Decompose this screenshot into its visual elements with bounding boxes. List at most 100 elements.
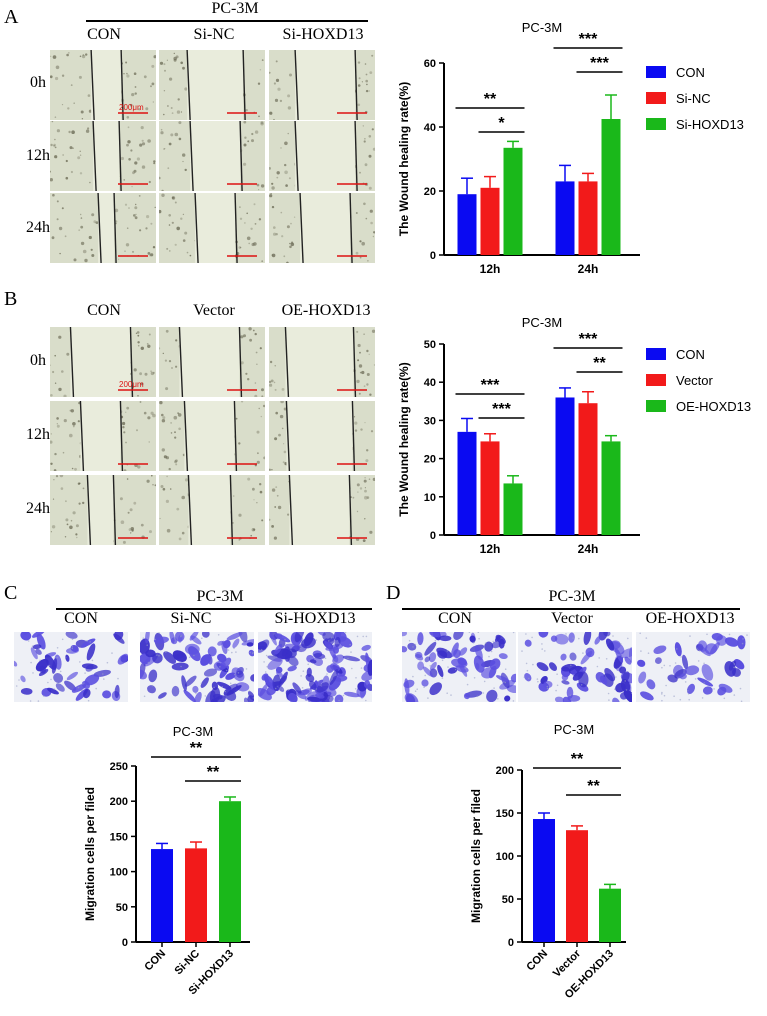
chart-b-ytick-label-0: 0: [430, 530, 436, 542]
chart-a-ylabel: The Wound healing rate(%): [397, 82, 411, 236]
panel-a-wound-image-r0-c0: 200μm: [50, 50, 156, 120]
chart-b-legend-swatch-1: [646, 374, 666, 386]
panel-b-row-0h: 0h: [30, 352, 46, 369]
panel-b-wound-image-r1-c2: [269, 401, 375, 471]
chart-a-legend-swatch-1: [646, 92, 666, 104]
chart-b-wound-healing: PC-3M The Wound healing rate(%) 0 10 20 30 40 5…: [397, 315, 751, 556]
panel-b-wound-image-r1-c0: [50, 401, 156, 471]
chart-d-ytick-label-1: 50: [502, 894, 514, 906]
panel-b-wound-image-r0-c2: [269, 327, 375, 397]
chart-c-ytick-label-4: 200: [110, 796, 128, 808]
panel-b-wound-image-r2-c1: [159, 475, 265, 545]
panel-a-wound-image-r1-c2: [269, 121, 375, 191]
panel-a-wound-image-r1-c0: [50, 121, 156, 191]
chart-b-ytick-label-5: 50: [424, 339, 436, 351]
chart-d-ytick-label-0: 0: [508, 937, 514, 949]
chart-c-sig-label-1: **: [207, 764, 220, 781]
panel-b-row-24h: 24h: [26, 500, 50, 517]
chart-c-sig-label-0: **: [190, 740, 203, 757]
panel-d-stain-image-1: [518, 632, 632, 702]
panel-a-row-12h: 12h: [26, 147, 50, 164]
panel-c-col-con: CON: [64, 610, 98, 627]
chart-d-ytick-label-4: 200: [496, 765, 514, 777]
chart-c-bar-2: [219, 801, 241, 942]
chart-a-legend-swatch-2: [646, 118, 666, 130]
chart-b-legend-label-2: OE-HOXD13: [676, 399, 751, 414]
chart-c-ylabel: Migration cells per filed: [83, 787, 97, 921]
panel-a-scale-label: 200μm: [119, 103, 144, 112]
panel-c-stain-image-0: [14, 632, 128, 702]
panel-d-col-vector: Vector: [551, 610, 593, 627]
chart-c-ytick-label-3: 150: [110, 831, 128, 843]
panel-c-stain-image-1: [140, 632, 254, 702]
chart-d-xtick-0: CON: [524, 948, 550, 974]
chart-a-legend-swatch-0: [646, 66, 666, 78]
chart-a-sig-label-0: **: [484, 91, 497, 108]
chart-a-sig-label-1: *: [498, 115, 505, 132]
chart-a-ytick-label-0: 0: [430, 250, 436, 262]
chart-b-xtick-1: 24h: [578, 542, 599, 556]
panel-label-c: C: [4, 582, 18, 604]
panel-c-col-sinc: Si-NC: [170, 610, 212, 627]
chart-d-sig-label-1: **: [587, 778, 600, 795]
chart-d-xtick-1: Vector: [551, 947, 584, 980]
chart-d-bar-1: [566, 830, 588, 942]
chart-d-ytick-label-3: 150: [496, 808, 514, 820]
panel-a-wound-image-r1-c1: [159, 121, 265, 191]
chart-a-ytick-label-3: 60: [424, 58, 436, 70]
chart-c-ytick-label-5: 250: [110, 761, 128, 773]
chart-d-sig-label-0: **: [571, 751, 584, 768]
panel-b-wound-image-r0-c1: [159, 327, 265, 397]
panel-a-col-sihoxd13: Si-HOXD13: [282, 26, 364, 43]
chart-d-title: PC-3M: [554, 722, 594, 737]
chart-d-bar-2: [599, 888, 621, 942]
panel-c-group-line: [56, 608, 372, 610]
panel-d-stain-image-0: [402, 632, 516, 702]
panel-d-col-con: CON: [438, 610, 472, 627]
chart-c-bar-0: [151, 849, 173, 942]
chart-a-title: PC-3M: [522, 20, 562, 35]
panel-b-col-con: CON: [87, 302, 121, 319]
panel-b-col-vector: Vector: [193, 302, 235, 319]
panel-b-scale-label: 200μm: [119, 380, 144, 389]
chart-b-legend-swatch-2: [646, 400, 666, 412]
panel-b-wound-image-r1-c1: [159, 401, 265, 471]
panel-b-wound-image-r2-c2: [269, 475, 375, 545]
panel-c-col-sihoxd13: Si-HOXD13: [274, 610, 356, 627]
chart-b-ytick-label-1: 10: [424, 492, 436, 504]
panel-c-stain-image-2: [258, 632, 372, 702]
panel-a-wound-image-r2-c2: [269, 193, 375, 263]
panel-b-col-oehoxd13: OE-HOXD13: [281, 302, 371, 319]
chart-a-xtick-0: 12h: [480, 262, 501, 276]
panel-d-col-oehoxd13: OE-HOXD13: [645, 610, 735, 627]
chart-a-ytick-label-1: 20: [424, 186, 436, 198]
chart-c-xtick-1: Si-NC: [172, 948, 202, 978]
panel-a-col-con: CON: [87, 26, 121, 43]
chart-b-legend-label-1: Vector: [676, 373, 714, 388]
chart-b-bar-12h-0: [457, 431, 477, 535]
chart-a-legend-label-2: Si-HOXD13: [676, 117, 744, 132]
chart-c-ytick-label-2: 100: [110, 867, 128, 879]
chart-c-title: PC-3M: [173, 724, 213, 739]
chart-b-sig-label-2: ***: [579, 331, 598, 348]
panel-a-group-line: [86, 20, 368, 22]
chart-b-sig-label-3: **: [593, 355, 606, 372]
panel-a-col-sinc: Si-NC: [193, 26, 235, 43]
chart-c-bar-1: [185, 848, 207, 942]
chart-b-ytick-label-2: 20: [424, 454, 436, 466]
chart-b-ytick-label-3: 30: [424, 415, 436, 427]
chart-c-ytick-label-1: 50: [116, 902, 128, 914]
chart-a-ytick-label-2: 40: [424, 122, 436, 134]
chart-b-sig-label-1: ***: [492, 401, 511, 418]
panel-label-b: B: [4, 288, 18, 310]
chart-c-migration: PC-3M Migration cells per filed 0 50 100 150 2…: [83, 724, 250, 997]
chart-d-ytick-label-2: 100: [496, 851, 514, 863]
chart-b-bar-24h-2: [601, 441, 621, 535]
chart-a-bar-12h-2: [503, 147, 523, 255]
panel-d-stain-image-2: [636, 632, 750, 702]
panel-b-wound-image-r2-c0: [50, 475, 156, 545]
chart-a-xtick-1: 24h: [578, 262, 599, 276]
chart-d-ylabel: Migration cells per filed: [469, 789, 483, 923]
chart-a-bar-12h-0: [457, 194, 477, 255]
chart-a-legend-label-0: CON: [676, 65, 705, 80]
